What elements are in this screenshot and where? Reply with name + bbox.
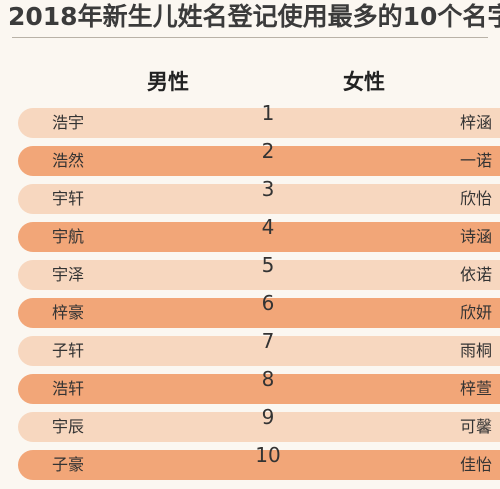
female-name: 依诺: [459, 265, 492, 284]
names-table: 浩宇 1 梓涵 浩然 2 一诺 宇轩 3 欣怡 宇航 4 诗涵 宇泽 5 依诺 …: [18, 101, 500, 488]
male-name: 宇轩: [52, 189, 85, 208]
rank-number: 9: [261, 405, 275, 429]
rank-number: 6: [261, 291, 275, 315]
female-name: 可馨: [459, 417, 492, 436]
table-row: 宇航 4 诗涵: [18, 215, 500, 252]
table-row: 子豪 10 佳怡: [18, 443, 500, 480]
female-name: 佳怡: [459, 455, 492, 474]
rank-number: 3: [261, 177, 275, 201]
female-name: 诗涵: [459, 227, 492, 246]
table-row: 宇辰 9 可馨: [18, 405, 500, 442]
male-name: 宇泽: [52, 265, 85, 284]
title-divider: [12, 37, 488, 38]
female-column-header: 女性: [343, 70, 385, 94]
rank-number: 1: [261, 101, 275, 125]
table-row: 宇轩 3 欣怡: [18, 177, 500, 214]
rank-number: 10: [255, 443, 281, 467]
table-row: 浩宇 1 梓涵: [18, 101, 500, 138]
male-name: 浩轩: [52, 379, 85, 398]
table-row: 浩轩 8 梓萱: [18, 367, 500, 404]
female-name: 梓涵: [459, 113, 492, 132]
female-name: 一诺: [459, 151, 492, 170]
female-name: 欣妍: [459, 303, 492, 322]
rank-number: 7: [261, 329, 275, 353]
male-name: 子豪: [52, 455, 85, 474]
male-name: 浩宇: [52, 113, 85, 132]
male-name: 宇辰: [52, 417, 85, 436]
rank-number: 4: [261, 215, 275, 239]
page-title: 2018年新生儿姓名登记使用最多的10个名字: [8, 2, 500, 31]
table-row: 子轩 7 雨桐: [18, 329, 500, 366]
female-name: 雨桐: [459, 341, 492, 360]
male-name: 宇航: [52, 227, 85, 246]
table-row: 浩然 2 一诺: [18, 139, 500, 176]
female-name: 欣怡: [459, 189, 492, 208]
male-name: 梓豪: [52, 303, 85, 322]
male-column-header: 男性: [147, 70, 189, 94]
female-name: 梓萱: [459, 379, 492, 398]
rank-number: 5: [261, 253, 275, 277]
male-name: 浩然: [52, 151, 85, 170]
male-name: 子轩: [52, 341, 85, 360]
table-row: 宇泽 5 依诺: [18, 253, 500, 290]
rank-number: 8: [261, 367, 275, 391]
table-row: 梓豪 6 欣妍: [18, 291, 500, 328]
rank-number: 2: [261, 139, 275, 163]
